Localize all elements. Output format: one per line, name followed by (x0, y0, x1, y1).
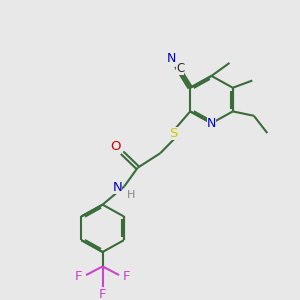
Text: F: F (75, 270, 82, 283)
Text: F: F (123, 270, 130, 283)
Text: S: S (169, 128, 178, 140)
Text: F: F (99, 288, 106, 300)
Text: C: C (176, 62, 184, 75)
Text: N: N (207, 117, 216, 130)
Text: N: N (113, 182, 122, 194)
Text: H: H (127, 190, 135, 200)
Text: N: N (167, 52, 176, 64)
Text: O: O (110, 140, 121, 153)
